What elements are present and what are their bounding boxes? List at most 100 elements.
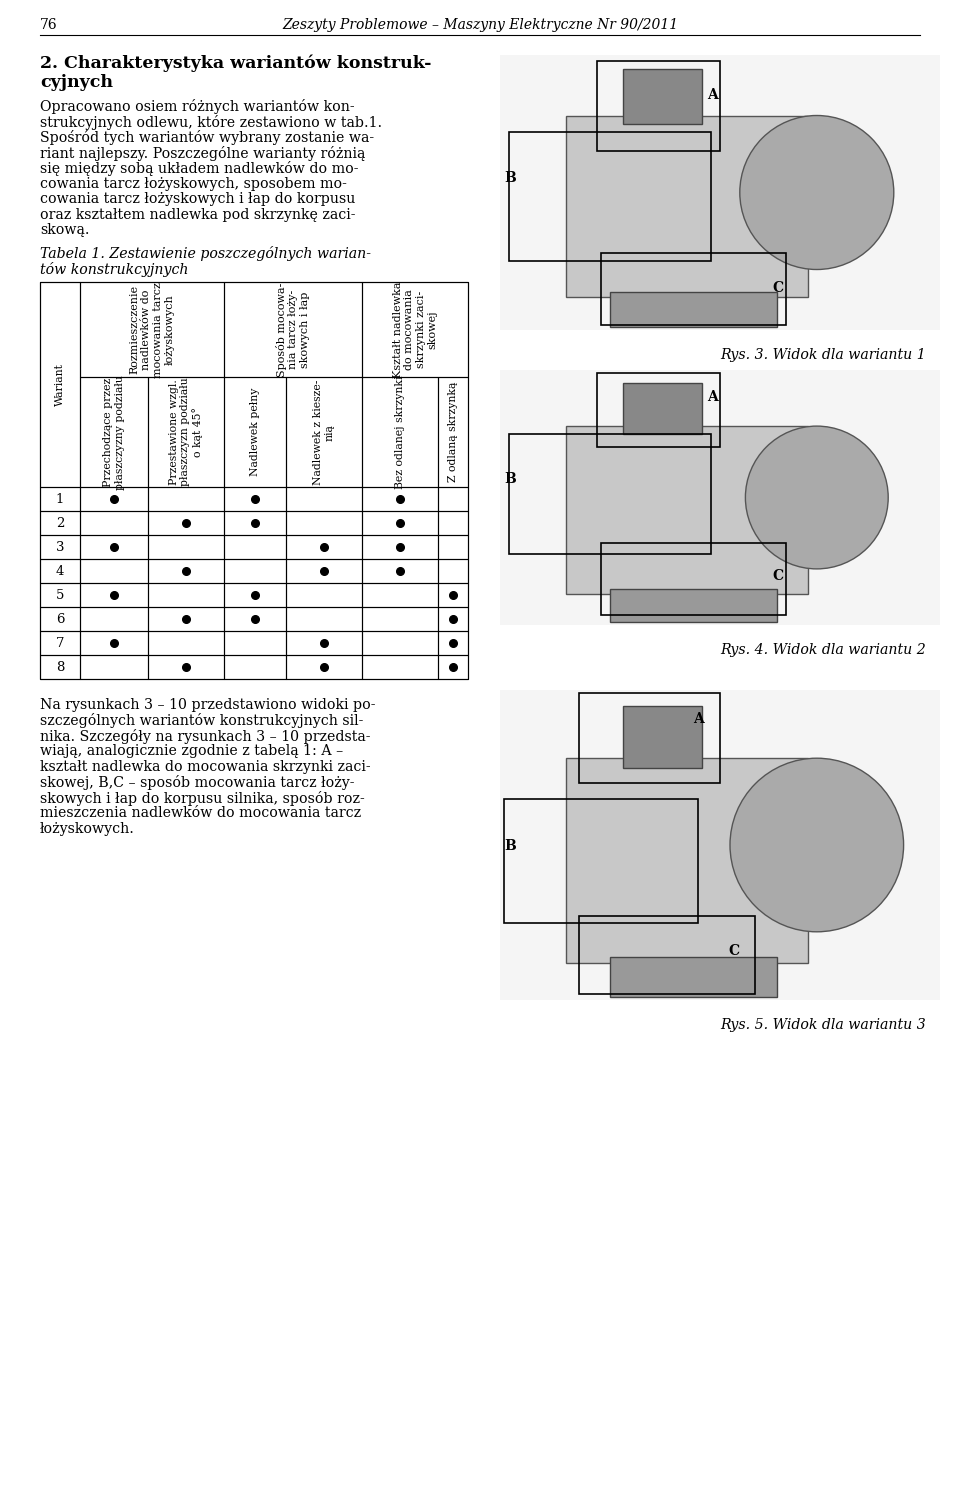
Bar (601, 253, 786, 324)
Text: C: C (773, 569, 784, 583)
Bar (286, 655, 362, 679)
Bar (438, 608, 468, 632)
Bar (148, 535, 224, 559)
Bar (148, 608, 224, 632)
Text: A: A (707, 88, 717, 103)
Bar (80, 535, 148, 559)
Bar (40, 655, 80, 679)
Circle shape (740, 116, 894, 269)
Bar (438, 377, 468, 487)
Bar (80, 559, 148, 583)
Text: Z odlaną skrzynką: Z odlaną skrzynką (448, 382, 458, 483)
Text: tów konstrukcyjnych: tów konstrukcyjnych (40, 262, 188, 276)
Text: Na rysunkach 3 – 10 przedstawiono widoki po-: Na rysunkach 3 – 10 przedstawiono widoki… (40, 697, 375, 712)
Bar (224, 511, 286, 535)
Bar (224, 282, 362, 377)
Text: skowych i łap do korpusu silnika, sposób roz-: skowych i łap do korpusu silnika, sposób… (40, 791, 365, 805)
Bar (286, 511, 362, 535)
Bar (40, 487, 80, 511)
Bar (40, 511, 80, 535)
Text: szczególnych wariantów konstrukcyjnych sil-: szczególnych wariantów konstrukcyjnych s… (40, 713, 364, 728)
Bar (286, 535, 362, 559)
Bar (509, 434, 711, 554)
Text: Tabela 1. Zestawienie poszczególnych warian-: Tabela 1. Zestawienie poszczególnych war… (40, 247, 371, 262)
Bar (566, 758, 808, 963)
Text: 3: 3 (56, 541, 64, 554)
Bar (224, 377, 286, 487)
Text: C: C (729, 944, 740, 958)
Bar (362, 559, 438, 583)
Bar (579, 917, 756, 994)
Bar (40, 535, 80, 559)
Bar (148, 559, 224, 583)
Text: Rys. 5. Widok dla wariantu 3: Rys. 5. Widok dla wariantu 3 (720, 1018, 925, 1031)
Bar (438, 535, 468, 559)
Text: skowej, B,C – sposób mocowania tarcz łoży-: skowej, B,C – sposób mocowania tarcz łoż… (40, 776, 354, 791)
Bar (40, 282, 80, 487)
Text: cowania tarcz łożyskowych, sposobem mo-: cowania tarcz łożyskowych, sposobem mo- (40, 177, 347, 190)
Text: Opracowano osiem różnych wariantów kon-: Opracowano osiem różnych wariantów kon- (40, 100, 354, 114)
Text: cyjnych: cyjnych (40, 74, 113, 91)
Bar (148, 487, 224, 511)
Bar (80, 511, 148, 535)
Bar (579, 692, 720, 783)
Bar (80, 608, 148, 632)
Bar (504, 798, 698, 923)
Circle shape (730, 758, 903, 932)
Bar (362, 377, 438, 487)
Bar (148, 632, 224, 655)
Bar (438, 655, 468, 679)
Bar (438, 487, 468, 511)
Text: cowania tarcz łożyskowych i łap do korpusu: cowania tarcz łożyskowych i łap do korpu… (40, 192, 355, 207)
Text: Rys. 4. Widok dla wariantu 2: Rys. 4. Widok dla wariantu 2 (720, 643, 925, 657)
Bar (566, 426, 808, 594)
Text: Przechodzące przez
płaszczyzny podziału: Przechodzące przez płaszczyzny podziału (103, 374, 125, 489)
Bar (362, 535, 438, 559)
Bar (623, 68, 703, 123)
Bar (623, 383, 703, 434)
Bar (597, 61, 720, 152)
Text: mieszczenia nadlewków do mocowania tarcz: mieszczenia nadlewków do mocowania tarcz (40, 807, 361, 820)
Bar (438, 511, 468, 535)
Bar (80, 655, 148, 679)
Text: 2. Charakterystyka wariantów konstruk-: 2. Charakterystyka wariantów konstruk- (40, 55, 431, 73)
Bar (362, 487, 438, 511)
Bar (224, 535, 286, 559)
Text: Rozmieszczenie
nadlewków do
mocowania tarcz
łożyskowych: Rozmieszczenie nadlewków do mocowania ta… (130, 282, 175, 377)
Bar (224, 655, 286, 679)
Bar (80, 487, 148, 511)
Text: B: B (504, 171, 516, 184)
Bar (362, 282, 468, 377)
Bar (623, 706, 703, 767)
Text: Sposób mocowa-
nia tarcz łoży-
skowych i łap: Sposób mocowa- nia tarcz łoży- skowych i… (276, 282, 310, 377)
Text: A: A (707, 391, 717, 404)
Text: oraz kształtem nadlewka pod skrzynkę zaci-: oraz kształtem nadlewka pod skrzynkę zac… (40, 208, 355, 221)
Text: Spośród tych wariantów wybrany zostanie wa-: Spośród tych wariantów wybrany zostanie … (40, 131, 374, 146)
Text: 76: 76 (40, 18, 58, 33)
Bar (224, 559, 286, 583)
Circle shape (745, 426, 888, 569)
Text: 1: 1 (56, 492, 64, 505)
Bar (500, 55, 940, 330)
Text: riant najlepszy. Poszczególne warianty różnią: riant najlepszy. Poszczególne warianty r… (40, 146, 366, 160)
Bar (286, 632, 362, 655)
Bar (362, 632, 438, 655)
Bar (566, 116, 808, 297)
Text: 2: 2 (56, 517, 64, 529)
Text: nika. Szczegóły na rysunkach 3 – 10 przedsta-: nika. Szczegóły na rysunkach 3 – 10 prze… (40, 728, 371, 743)
Text: łożyskowych.: łożyskowych. (40, 822, 134, 835)
Bar (224, 487, 286, 511)
Bar (40, 559, 80, 583)
Bar (148, 377, 224, 487)
Text: 6: 6 (56, 612, 64, 626)
Bar (80, 282, 224, 377)
Text: wiają, analogicznie zgodnie z tabelą 1: A –: wiają, analogicznie zgodnie z tabelą 1: … (40, 744, 344, 758)
Text: Wariant: Wariant (55, 363, 65, 406)
Bar (362, 583, 438, 608)
Text: B: B (504, 473, 516, 486)
Bar (224, 632, 286, 655)
Bar (40, 583, 80, 608)
Bar (438, 632, 468, 655)
Bar (224, 608, 286, 632)
Bar (286, 377, 362, 487)
